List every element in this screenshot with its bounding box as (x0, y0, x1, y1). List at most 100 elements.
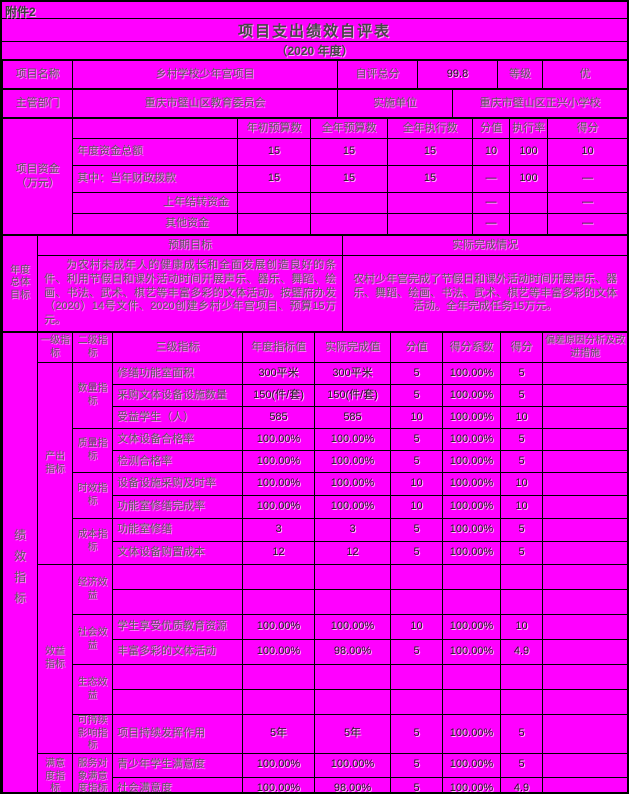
row-label: 年度资金总额 (72, 138, 238, 166)
deviation-cell (542, 406, 627, 429)
value-cell: 15 (387, 138, 473, 166)
indicator-row: 质量指标 文体设备合格率 100.00% 100.00% 5 100.00% 5 (3, 428, 627, 473)
empty-cell (112, 564, 243, 590)
col-header: 年度指标值 (242, 332, 315, 363)
annual-target: 100.00% (242, 752, 315, 778)
score-coefficient: 100.00% (442, 495, 501, 519)
deviation-cell (542, 541, 627, 565)
level1-label: 满意度指标 (37, 752, 73, 792)
col-header: 二级指标 (72, 332, 113, 363)
empty-cell (387, 192, 473, 214)
indicator-row: 社会满意度 100.00% 98.00% 5 100.00% 4.9 (3, 776, 627, 792)
dept-label: 主管部门 (2, 89, 73, 118)
score: 4.9 (500, 776, 543, 792)
indicator-row: 受益学生（人） 585 585 10 100.00% 10 (3, 406, 627, 429)
empty-cell (112, 689, 243, 715)
indicator-row (3, 689, 627, 715)
level2-label: 数量指标 (72, 362, 113, 429)
value-cell: 15 (237, 138, 311, 166)
actual-value: 585 (314, 406, 391, 429)
score-weight: 5 (390, 384, 443, 407)
table-row: 主管部门 重庆市璧山区教育委员会 实施单位 重庆市璧山区正兴小学校 (2, 89, 627, 118)
empty-cell (237, 192, 311, 214)
indicator-row: 社会效益 学生享受优质教育资源 100.00% 100.00% 10 100.0… (3, 614, 627, 665)
score-weight: 5 (390, 714, 443, 754)
empty-cell (442, 564, 501, 590)
deviation-cell (542, 714, 627, 754)
score-weight: 5 (390, 518, 443, 542)
empty-cell (112, 664, 243, 690)
goal-table: 年度总体目标 预期目标 实际完成情况 为农村未成年人的健康成长和全面发展创造良好… (2, 235, 627, 332)
value-cell: 15 (237, 165, 311, 193)
row-label: 其中：当年财政拨款 (72, 165, 238, 193)
actual-value: 150(件/套) (314, 384, 391, 407)
deviation-cell (542, 639, 627, 665)
annual-target: 100.00% (242, 472, 315, 496)
actual-value: 3 (314, 518, 391, 542)
col-header: 年初预算数 (237, 118, 311, 139)
empty-cell (500, 689, 543, 715)
deviation-cell (542, 362, 627, 385)
deviation-cell (542, 689, 627, 715)
empty-cell (314, 664, 391, 690)
impl-unit-value: 重庆市璧山区正兴小学校 (452, 89, 627, 118)
empty-cell (500, 664, 543, 690)
score-coefficient: 100.00% (442, 472, 501, 496)
score: 10 (500, 495, 543, 519)
score-coefficient: 100.00% (442, 406, 501, 429)
level2-label: 可持续影响指标 (72, 714, 113, 754)
value-cell: 100 (509, 138, 548, 166)
col-header: 分值 (390, 332, 443, 363)
annual-target: 100.00% (242, 614, 315, 640)
level3-label: 文体设备合格率 (112, 428, 243, 451)
value-cell: 100 (509, 165, 548, 193)
side-label-performance-indicators: 绩效指标 (2, 332, 38, 792)
annual-target: 100.00% (242, 776, 315, 792)
deviation-cell (542, 428, 627, 451)
score-coefficient: 100.00% (442, 639, 501, 665)
level3-label: 设备设施采购及时率 (112, 472, 243, 496)
level3-label: 修缮功能室面积 (112, 362, 243, 385)
score-weight: 10 (390, 614, 443, 640)
col-header: 得分系数 (442, 332, 501, 363)
annual-target: 100.00% (242, 428, 315, 451)
empty-cell (390, 689, 443, 715)
empty-cell (509, 192, 548, 214)
deviation-cell (542, 450, 627, 473)
level3-label: 项目持续发挥作用 (112, 714, 243, 754)
row-label: 其他资金 (72, 213, 238, 235)
actual-value: 100.00% (314, 428, 391, 451)
empty-cell (442, 664, 501, 690)
goal-header-row: 年度总体目标 预期目标 实际完成情况 (2, 235, 627, 332)
actual-value: 100.00% (314, 614, 391, 640)
annual-target: 100.00% (242, 450, 315, 473)
empty-cell (390, 589, 443, 615)
empty-cell (242, 564, 315, 590)
indicator-row: 生态效益 (3, 664, 627, 715)
grade-value: 优 (542, 60, 627, 89)
empty-cell (242, 664, 315, 690)
empty-cell (237, 213, 311, 235)
score-coefficient: 100.00% (442, 714, 501, 754)
score: 5 (500, 714, 543, 754)
annual-target: 12 (242, 541, 315, 565)
score-weight: 5 (390, 752, 443, 778)
score-coefficient: 100.00% (442, 518, 501, 542)
project-name-label: 项目名称 (2, 60, 73, 89)
level3-label: 青少年学生满意度 (112, 752, 243, 778)
deviation-cell (542, 664, 627, 690)
col-header: 执行率 (509, 118, 548, 139)
self-score-label: 自评总分 (337, 60, 418, 89)
annual-target: 100.00% (242, 639, 315, 665)
grade-label: 等级 (497, 60, 543, 89)
score-weight: 10 (390, 406, 443, 429)
actual-value: 98.00% (314, 776, 391, 792)
actual-value: 300平米 (314, 362, 391, 385)
level3-label: 受益学生（人） (112, 406, 243, 429)
empty-cell (314, 689, 391, 715)
score-coefficient: 100.00% (442, 752, 501, 778)
empty-cell (310, 192, 388, 214)
table-row: 年度资金总额 15 15 15 10 100 10 (3, 138, 627, 166)
col-header: 全年预算数 (310, 118, 388, 139)
score: 4.9 (500, 639, 543, 665)
